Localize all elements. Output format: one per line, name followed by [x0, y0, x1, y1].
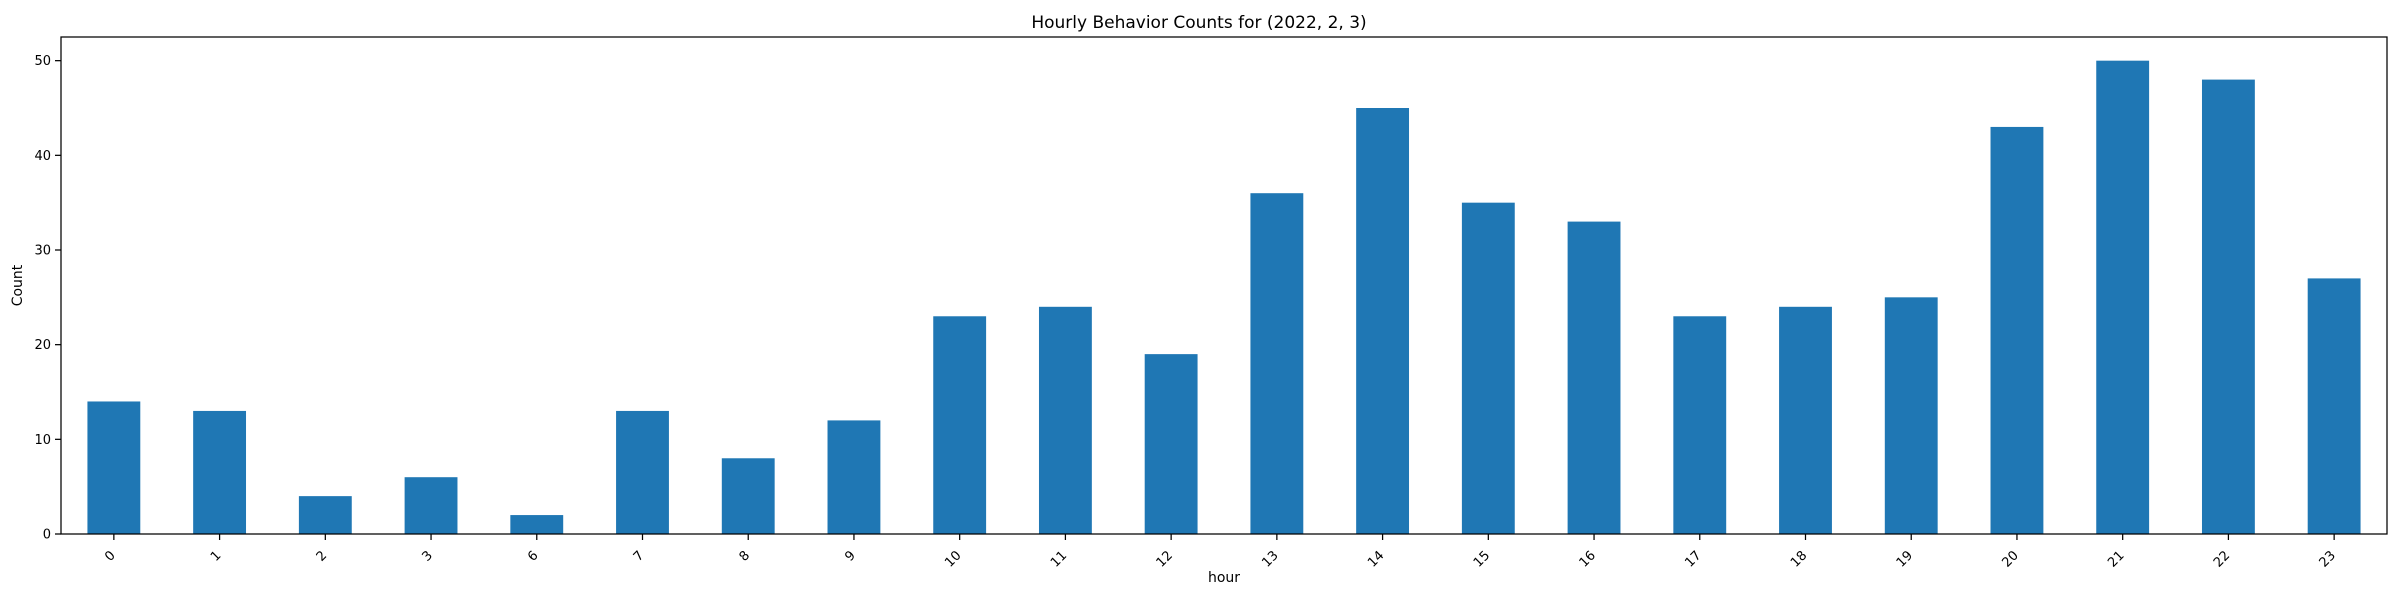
bar-hour-6 — [510, 515, 564, 534]
bar-hour-22 — [2201, 79, 2255, 534]
bar-hour-2 — [298, 496, 352, 534]
plot-area-frame — [60, 36, 2388, 535]
bar-hour-12 — [1144, 354, 1198, 534]
y-tick-label: 10 — [34, 433, 51, 448]
bar-hour-19 — [1884, 297, 1938, 534]
bar-hour-23 — [2307, 278, 2361, 534]
y-tick-label: 20 — [34, 338, 51, 353]
bar-hour-18 — [1779, 306, 1832, 534]
y-tick-label: 0 — [43, 528, 51, 543]
bar-hour-3 — [404, 477, 458, 534]
bar-hour-16 — [1567, 221, 1621, 534]
y-tick-label: 30 — [34, 244, 51, 259]
bar-hour-21 — [2096, 60, 2150, 535]
y-tick-label: 50 — [34, 54, 51, 69]
y-axis-ticks: 0 10 20 30 40 50 — [34, 54, 61, 543]
bar-hour-7 — [616, 410, 669, 534]
bar-hour-8 — [721, 458, 775, 534]
bar-hour-14 — [1356, 108, 1410, 534]
bar-hour-9 — [827, 420, 881, 534]
bar-hour-1 — [193, 410, 247, 534]
bar-hour-17 — [1673, 316, 1727, 534]
bar-hour-13 — [1250, 193, 1304, 534]
bar-hour-11 — [1038, 306, 1092, 534]
y-axis-label: Count — [10, 264, 26, 306]
bar-hour-15 — [1461, 202, 1515, 535]
y-tick-label: 40 — [34, 149, 51, 164]
bar-hour-0 — [87, 401, 141, 534]
bar-hour-10 — [933, 316, 987, 534]
x-axis-label: hour — [1208, 570, 1240, 586]
bars-group — [87, 60, 2361, 535]
bar-hour-20 — [1990, 126, 2044, 535]
chart-title: Hourly Behavior Counts for (2022, 2, 3) — [1031, 13, 1366, 33]
